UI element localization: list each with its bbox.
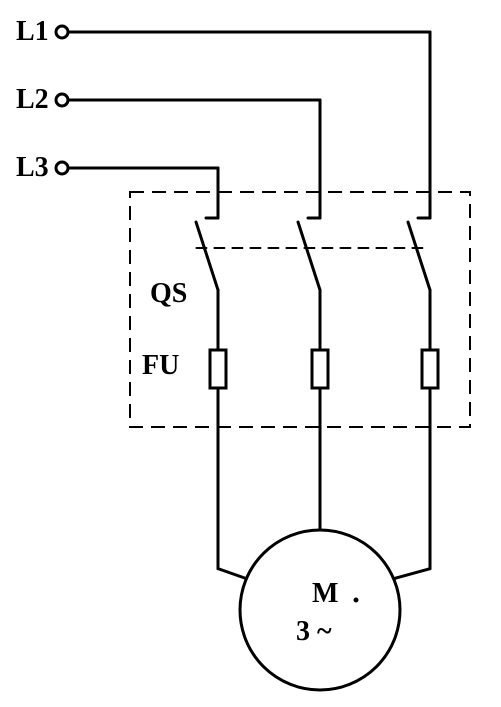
label-l3: L3 <box>16 152 49 184</box>
motor-symbol <box>240 530 400 690</box>
motor-lead-3-d <box>394 569 430 579</box>
label-l1: L1 <box>16 16 49 48</box>
label-fu: FU <box>142 350 179 382</box>
label-motor-sub: 3 ~ <box>296 616 332 648</box>
switch-blade-1 <box>196 222 218 290</box>
fuse-body-1 <box>210 350 226 388</box>
label-motor-m: M <box>312 578 338 610</box>
motor-dot <box>354 598 359 603</box>
fuse-body-2 <box>312 350 328 388</box>
switch-blade-2 <box>298 222 320 290</box>
terminal-l1 <box>56 26 68 38</box>
label-l2: L2 <box>16 84 49 116</box>
terminal-l2 <box>56 94 68 106</box>
switch-blade-3 <box>408 222 430 290</box>
terminal-l3 <box>56 162 68 174</box>
motor-lead-1-d <box>218 569 246 579</box>
fuse-body-3 <box>422 350 438 388</box>
label-qs: QS <box>150 278 187 310</box>
